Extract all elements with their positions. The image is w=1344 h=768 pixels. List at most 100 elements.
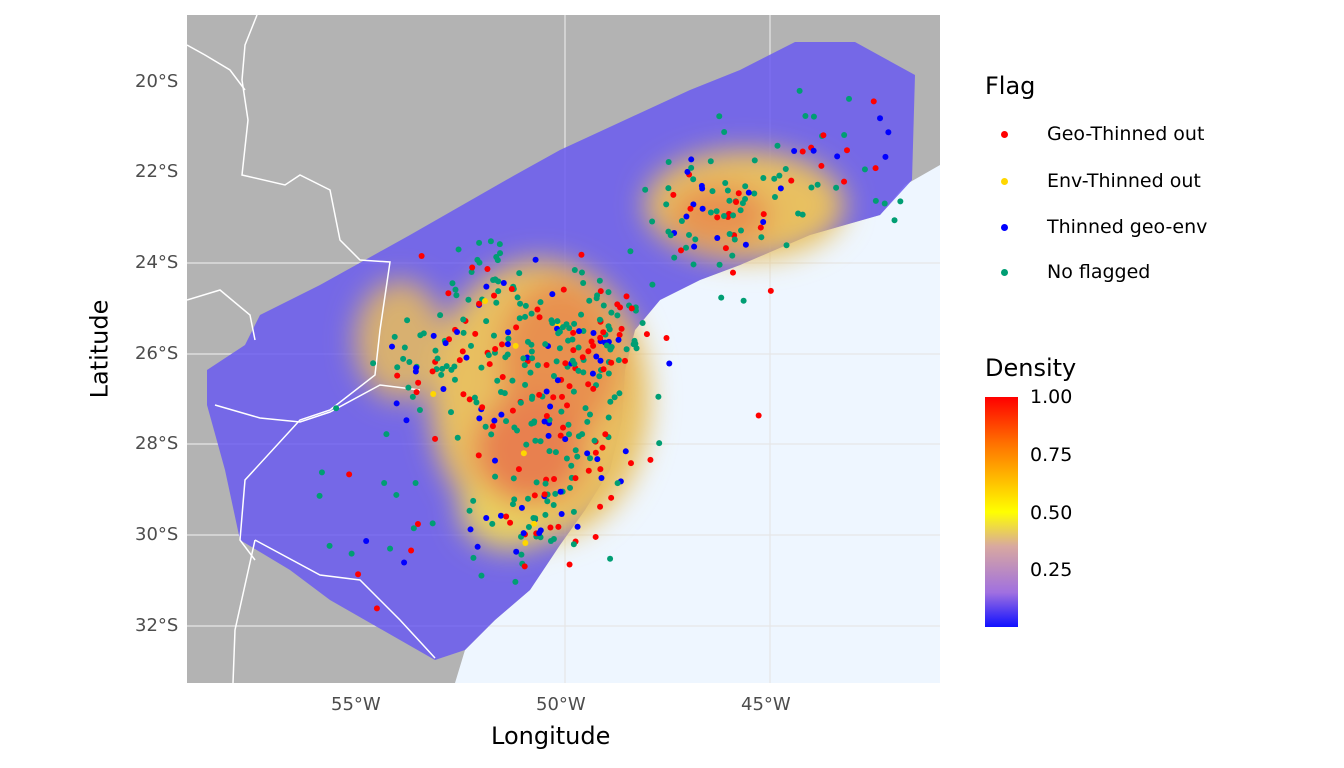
occurrence-point: [585, 467, 592, 474]
occurrence-point: [593, 353, 600, 360]
occurrence-point: [597, 503, 604, 510]
occurrence-point: [415, 379, 422, 386]
occurrence-point: [497, 250, 504, 257]
occurrence-point: [872, 165, 879, 172]
occurrence-point: [416, 406, 423, 413]
occurrence-point: [483, 283, 490, 290]
occurrence-point: [722, 245, 729, 252]
legend-key-geo-thinned: [1001, 131, 1008, 138]
occurrence-point: [684, 168, 691, 175]
occurrence-point: [709, 188, 716, 195]
occurrence-point: [718, 294, 725, 301]
occurrence-point: [707, 209, 714, 216]
occurrence-point: [517, 399, 524, 406]
occurrence-point: [605, 370, 612, 377]
occurrence-point: [513, 548, 520, 555]
occurrence-point: [590, 385, 597, 392]
occurrence-point: [690, 201, 697, 208]
occurrence-point: [751, 190, 758, 197]
occurrence-point: [518, 551, 525, 558]
occurrence-point: [623, 346, 630, 353]
occurrence-point: [742, 241, 749, 248]
occurrence-point: [872, 197, 879, 204]
occurrence-point: [537, 299, 544, 306]
occurrence-point: [543, 388, 550, 395]
occurrence-point: [478, 572, 485, 579]
occurrence-point: [771, 194, 778, 201]
occurrence-point: [503, 418, 510, 425]
occurrence-point: [621, 357, 628, 364]
occurrence-point: [521, 563, 528, 570]
occurrence-point: [391, 333, 398, 340]
occurrence-point: [558, 408, 565, 415]
occurrence-point: [541, 491, 548, 498]
occurrence-point: [607, 398, 614, 405]
occurrence-point: [579, 354, 586, 361]
occurrence-point: [530, 419, 537, 426]
occurrence-point: [841, 178, 848, 185]
occurrence-point: [409, 393, 416, 400]
occurrence-point: [808, 184, 815, 191]
occurrence-point: [492, 276, 499, 283]
occurrence-point: [881, 200, 888, 207]
occurrence-point: [533, 479, 540, 486]
occurrence-point: [671, 254, 678, 261]
occurrence-point: [542, 480, 549, 487]
occurrence-point: [528, 395, 535, 402]
occurrence-point: [795, 210, 802, 217]
occurrence-point: [574, 523, 581, 530]
occurrence-point: [742, 183, 749, 190]
occurrence-point: [598, 475, 605, 482]
occurrence-point: [381, 480, 388, 487]
occurrence-point: [551, 475, 558, 482]
occurrence-point: [614, 480, 621, 487]
occurrence-point: [820, 132, 827, 139]
occurrence-point: [492, 346, 499, 353]
occurrence-point: [799, 211, 806, 218]
occurrence-point: [618, 325, 625, 332]
occurrence-point: [608, 309, 615, 316]
occurrence-point: [570, 541, 577, 548]
occurrence-point: [557, 488, 564, 495]
occurrence-point: [760, 219, 767, 226]
occurrence-point: [489, 520, 496, 527]
occurrence-point: [512, 578, 519, 585]
occurrence-point: [453, 292, 460, 299]
occurrence-point: [721, 213, 728, 220]
occurrence-point: [556, 328, 563, 335]
occurrence-point: [543, 412, 550, 419]
occurrence-point: [688, 156, 695, 163]
occurrence-point: [459, 348, 466, 355]
occurrence-point: [562, 436, 569, 443]
occurrence-point: [522, 381, 529, 388]
occurrence-point: [570, 508, 577, 515]
occurrence-point: [515, 466, 522, 473]
occurrence-point: [542, 341, 549, 348]
occurrence-point: [565, 421, 572, 428]
flag-legend-title: Flag: [985, 72, 1036, 100]
occurrence-point: [547, 403, 554, 410]
occurrence-point: [582, 405, 589, 412]
occurrence-point: [545, 432, 552, 439]
occurrence-point: [505, 335, 512, 342]
occurrence-point: [608, 359, 615, 366]
occurrence-point: [554, 318, 561, 325]
occurrence-point: [370, 360, 377, 367]
occurrence-point: [498, 411, 505, 418]
density-tick-label: 1.00: [1030, 386, 1073, 408]
occurrence-point: [575, 344, 582, 351]
occurrence-point: [440, 385, 447, 392]
occurrence-point: [597, 288, 604, 295]
occurrence-point: [469, 264, 476, 271]
occurrence-point: [642, 186, 649, 193]
occurrence-point: [687, 205, 694, 212]
occurrence-points: [316, 87, 904, 612]
occurrence-point: [414, 521, 421, 528]
occurrence-point: [507, 519, 514, 526]
occurrence-point: [509, 407, 516, 414]
occurrence-point: [566, 431, 573, 438]
occurrence-point: [494, 257, 501, 264]
occurrence-point: [891, 217, 898, 224]
occurrence-point: [597, 357, 604, 364]
